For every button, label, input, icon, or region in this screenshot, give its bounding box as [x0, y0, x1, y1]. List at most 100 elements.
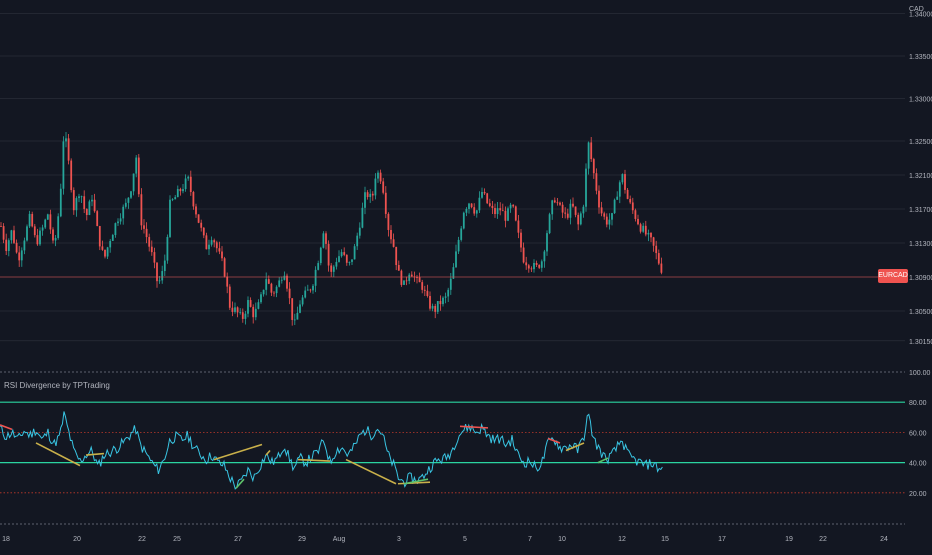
candle-body[interactable]	[416, 277, 418, 278]
candle-body[interactable]	[124, 202, 127, 207]
candle-body[interactable]	[366, 192, 369, 198]
candle-body[interactable]	[574, 206, 577, 215]
candle-body[interactable]	[208, 244, 210, 250]
candle-body[interactable]	[618, 182, 621, 197]
candle-body[interactable]	[566, 213, 569, 218]
candle-body[interactable]	[122, 206, 125, 219]
candle-body[interactable]	[104, 249, 106, 257]
candle-body[interactable]	[494, 208, 496, 215]
candle-body[interactable]	[387, 213, 390, 230]
candle-body[interactable]	[364, 192, 366, 208]
candle-body[interactable]	[434, 305, 437, 312]
candle-body[interactable]	[629, 198, 632, 203]
candle-body[interactable]	[23, 240, 26, 251]
candle-body[interactable]	[174, 197, 177, 200]
candle-body[interactable]	[400, 270, 403, 285]
candle-body[interactable]	[85, 209, 88, 215]
candle-body[interactable]	[187, 176, 190, 179]
candle-body[interactable]	[210, 240, 213, 245]
candle-body[interactable]	[556, 202, 559, 204]
candle-body[interactable]	[660, 263, 663, 273]
candle-body[interactable]	[176, 189, 179, 198]
candle-body[interactable]	[257, 302, 260, 309]
candle-body[interactable]	[384, 192, 387, 214]
candle-body[interactable]	[431, 305, 434, 309]
indicator-title[interactable]: RSI Divergence by TPTrading	[4, 381, 110, 390]
candle-body[interactable]	[156, 262, 158, 282]
candle-body[interactable]	[140, 194, 143, 226]
candle-body[interactable]	[546, 233, 548, 252]
candle-body[interactable]	[486, 193, 489, 204]
candle-body[interactable]	[127, 197, 130, 203]
candle-body[interactable]	[442, 297, 444, 305]
candle-body[interactable]	[512, 204, 515, 207]
candle-body[interactable]	[405, 280, 408, 282]
candle-body[interactable]	[226, 276, 229, 287]
candle-body[interactable]	[54, 237, 57, 241]
candle-body[interactable]	[395, 246, 398, 266]
candle-body[interactable]	[657, 253, 660, 264]
candle-body[interactable]	[280, 279, 283, 281]
candle-body[interactable]	[418, 277, 421, 283]
candle-body[interactable]	[501, 210, 504, 212]
candle-body[interactable]	[286, 275, 288, 289]
candle-body[interactable]	[254, 308, 257, 318]
candle-body[interactable]	[215, 242, 218, 249]
candle-body[interactable]	[634, 210, 637, 219]
candle-body[interactable]	[161, 271, 164, 281]
candle-body[interactable]	[361, 207, 364, 228]
candle-body[interactable]	[637, 218, 639, 225]
candle-body[interactable]	[639, 224, 642, 232]
candle-body[interactable]	[78, 196, 80, 199]
candle-body[interactable]	[10, 230, 13, 241]
candle-body[interactable]	[616, 196, 619, 200]
candle-body[interactable]	[644, 225, 647, 235]
candle-body[interactable]	[163, 260, 166, 272]
candle-body[interactable]	[327, 243, 330, 266]
candle-body[interactable]	[517, 220, 520, 233]
candle-body[interactable]	[509, 204, 512, 209]
candle-body[interactable]	[598, 190, 600, 208]
candle-body[interactable]	[343, 252, 346, 255]
candle-body[interactable]	[379, 172, 382, 182]
rsi-line[interactable]	[0, 411, 663, 490]
candle-body[interactable]	[577, 214, 580, 225]
candle-body[interactable]	[429, 296, 431, 309]
candle-body[interactable]	[130, 191, 132, 198]
candle-body[interactable]	[166, 236, 169, 261]
candle-body[interactable]	[189, 176, 192, 192]
candle-body[interactable]	[26, 226, 28, 241]
candle-body[interactable]	[356, 235, 359, 247]
candle-body[interactable]	[626, 189, 629, 199]
candle-body[interactable]	[171, 199, 174, 201]
candle-body[interactable]	[579, 213, 582, 225]
candle-body[interactable]	[223, 258, 226, 277]
candle-body[interactable]	[158, 280, 161, 282]
candle-body[interactable]	[291, 298, 294, 320]
candle-body[interactable]	[382, 181, 385, 193]
candle-body[interactable]	[514, 206, 517, 221]
candle-body[interactable]	[96, 211, 99, 227]
candle-body[interactable]	[234, 307, 236, 312]
candle-body[interactable]	[590, 142, 593, 160]
price-candles[interactable]	[0, 132, 663, 326]
candle-body[interactable]	[353, 246, 356, 260]
candle-body[interactable]	[332, 266, 335, 272]
candle-body[interactable]	[309, 289, 312, 291]
candle-body[interactable]	[585, 168, 587, 207]
candle-body[interactable]	[252, 306, 255, 318]
candle-body[interactable]	[338, 256, 340, 262]
candle-body[interactable]	[600, 207, 603, 214]
candle-body[interactable]	[397, 265, 400, 271]
candle-body[interactable]	[83, 196, 86, 210]
candle-body[interactable]	[267, 279, 270, 284]
candle-body[interactable]	[613, 199, 616, 214]
candle-body[interactable]	[31, 213, 34, 227]
time-axis[interactable]: 18 20 22 25 27 29 Aug 3 5 7 10 12 15 17 19 22 24	[2, 536, 888, 543]
candle-body[interactable]	[650, 232, 652, 238]
candle-body[interactable]	[314, 269, 317, 286]
candle-body[interactable]	[70, 160, 73, 191]
candle-body[interactable]	[184, 178, 187, 190]
candle-body[interactable]	[200, 222, 203, 228]
